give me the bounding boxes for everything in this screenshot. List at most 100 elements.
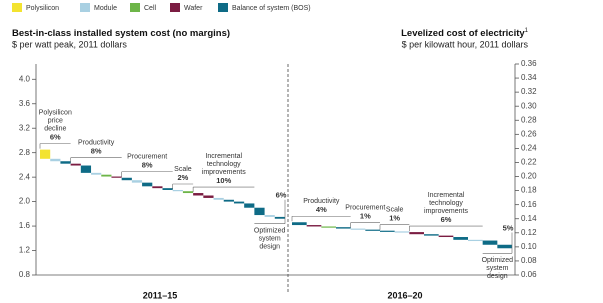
lever-label: technology [429,200,463,207]
change-percent: 1% [360,212,371,221]
waterfall-bar [131,180,143,183]
waterfall-bar [101,174,112,177]
change-percent: 6% [50,133,61,142]
legend-label: Wafer [184,5,203,12]
waterfall-bar [80,165,92,173]
waterfall-bar [292,222,307,226]
y-tick-label: 0.20 [521,172,537,181]
legend-label: Balance of system (BOS) [232,5,311,12]
y-tick-label: 0.22 [521,158,537,167]
waterfall-bar [274,216,285,219]
lever-label: price [48,117,63,124]
waterfall-bar [336,227,351,229]
waterfall-bar [193,193,204,196]
lever-label: Productivity [303,198,340,205]
chart-title: Best-in-class installed system cost (no … [12,28,230,39]
chart-title-text: Levelized cost of electricity [401,28,525,39]
change-percent: 5% [503,224,514,233]
change-percent: 2% [177,173,188,182]
lever-label: Optimized [482,257,514,264]
waterfall-bar [380,230,395,232]
waterfall-bar [213,197,224,200]
lever-label: Procurement [345,204,385,211]
lever-label: improvements [424,208,468,215]
change-percent: 4% [316,205,327,214]
waterfall-bar [50,158,61,162]
waterfall-bar [60,161,71,164]
change-percent: 6% [276,191,287,200]
y-tick-label: 0.12 [521,228,537,237]
y-tick-label: 3.2 [19,123,31,132]
waterfall-bar [306,225,322,227]
waterfall-bar [70,163,81,166]
lever-label: Scale [386,207,404,214]
chart-title-text: Best-in-class installed system cost (no … [12,28,230,39]
waterfall-bar [321,226,336,228]
legend-label: Cell [144,5,157,12]
waterfall-bar [172,189,183,192]
y-tick-label: 1.6 [19,221,31,230]
lever-label: design [487,273,508,280]
change-percent: 10% [216,176,231,185]
lever-label: Polysilicon [39,109,72,116]
lever-label: improvements [202,169,246,176]
y-tick-label: 0.16 [521,200,537,209]
y-tick-label: 0.26 [521,129,537,138]
y-tick-label: 2.8 [19,148,31,157]
y-tick-label: 0.24 [521,144,537,153]
lever-label: Incremental [205,153,242,160]
y-tick-label: 0.10 [521,242,537,251]
lever-label: system [486,265,508,272]
y-tick-label: 0.32 [521,87,537,96]
lever-label: Productivity [78,140,115,147]
change-percent: 1% [389,214,400,223]
waterfall-bar [233,201,245,204]
category-label: 2011–15 [143,290,178,300]
waterfall-bar [40,149,51,159]
y-tick-label: 0.30 [521,101,537,110]
change-percent: 6% [441,215,452,224]
waterfall-bar [182,191,194,194]
chart-subtitle: $ per kilowatt hour, 2011 dollars [402,39,529,49]
waterfall-bar [350,228,366,230]
lever-label: Incremental [428,192,465,199]
waterfall-bar [409,232,424,235]
y-tick-label: 2.4 [19,172,31,181]
chart-subtitle: $ per watt peak, 2011 dollars [12,39,127,49]
legend-swatch [12,3,22,12]
lever-label: Optimized [254,228,286,235]
y-tick-label: 3.6 [19,99,31,108]
y-tick-label: 0.18 [521,186,537,195]
lever-label: Scale [174,166,192,173]
waterfall-bar [453,237,468,240]
category-label: 2016–20 [387,290,422,300]
waterfall-bar [468,239,483,242]
waterfall-bar [482,240,498,245]
waterfall-bar [162,188,173,190]
waterfall-bar [152,186,163,189]
waterfall-bar [264,215,275,217]
y-tick-label: 0.14 [521,214,537,223]
waterfall-bar [438,235,454,238]
lever-label: design [259,244,280,251]
legend-label: Module [94,5,117,12]
y-tick-label: 2.0 [19,197,31,206]
change-percent: 8% [142,161,153,170]
y-tick-label: 0.08 [521,256,537,265]
waterfall-bar [394,231,410,233]
y-tick-label: 0.8 [19,270,31,279]
waterfall-bar [244,203,255,208]
waterfall-bar [223,199,234,202]
legend-label: Polysilicon [26,5,59,12]
lever-label: system [259,236,281,243]
waterfall-bar [497,244,512,249]
waterfall-bar [203,195,214,198]
y-tick-label: 0.06 [521,270,537,279]
y-tick-label: 0.36 [521,59,537,68]
waterfall-bar [254,207,265,216]
waterfall-bar [121,177,132,181]
legend-swatch [80,3,90,12]
y-tick-label: 1.2 [19,246,31,255]
lever-label: decline [44,125,66,132]
